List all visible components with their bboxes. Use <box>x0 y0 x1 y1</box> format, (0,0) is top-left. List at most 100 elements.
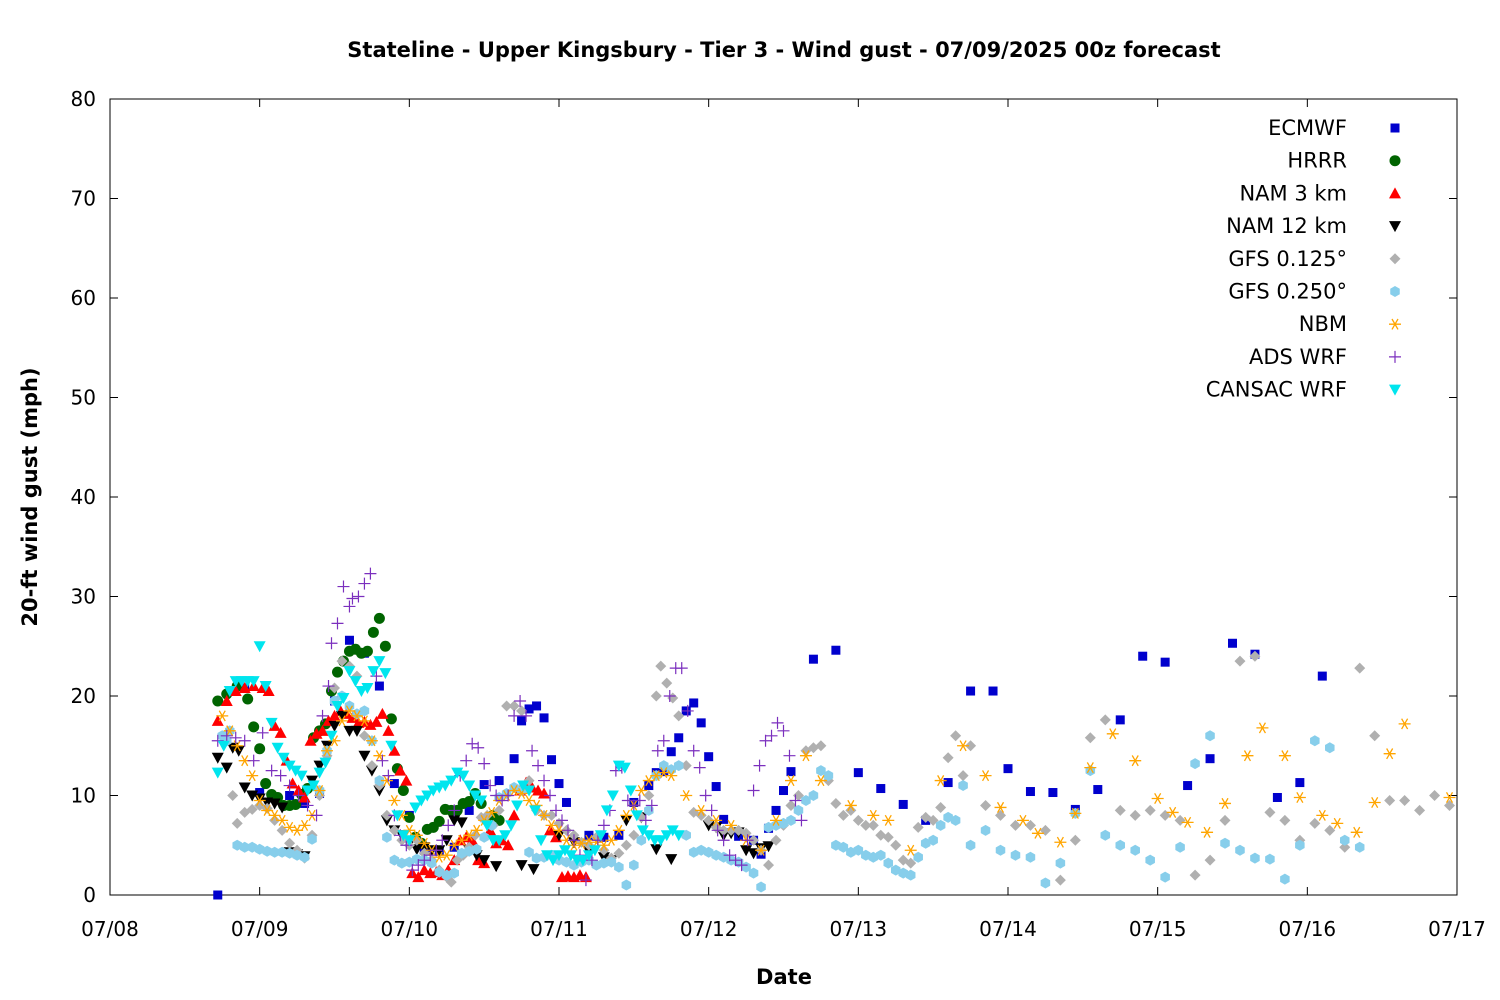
data-point <box>1325 742 1335 754</box>
data-point <box>606 790 619 802</box>
data-point <box>213 890 223 900</box>
data-point <box>246 790 259 802</box>
data-point <box>934 775 947 787</box>
data-point <box>479 831 489 843</box>
data-point <box>248 721 260 733</box>
data-point <box>216 710 229 722</box>
data-point <box>1317 671 1327 681</box>
data-point <box>212 695 224 707</box>
data-point <box>620 809 633 821</box>
data-point <box>624 785 637 797</box>
data-point <box>650 844 663 856</box>
data-point <box>494 776 504 786</box>
data-point <box>508 809 521 821</box>
data-point <box>276 814 289 826</box>
data-point <box>741 861 751 873</box>
data-point <box>845 804 857 816</box>
data-point <box>770 814 783 826</box>
data-point <box>382 769 395 782</box>
data-point <box>485 806 498 818</box>
data-point <box>1048 788 1058 798</box>
data-point <box>1444 799 1456 811</box>
data-point <box>547 855 560 867</box>
data-point <box>620 839 632 851</box>
data-point <box>242 693 254 705</box>
data-point <box>457 770 470 782</box>
data-point <box>412 859 425 872</box>
data-point <box>613 847 625 859</box>
data-point <box>335 710 348 722</box>
x-tick-label: 07/14 <box>979 917 1037 941</box>
data-point <box>753 759 766 772</box>
data-point <box>853 844 864 856</box>
data-point <box>253 794 266 806</box>
data-point <box>943 778 953 788</box>
data-point <box>980 824 991 836</box>
data-point <box>268 809 281 821</box>
data-point <box>313 760 326 772</box>
data-point <box>1106 728 1119 740</box>
data-point <box>815 740 827 752</box>
data-point <box>381 809 393 821</box>
data-point <box>325 730 338 742</box>
data-point <box>490 789 503 802</box>
data-point <box>980 799 992 811</box>
data-point <box>1220 837 1230 849</box>
data-point <box>285 791 295 800</box>
data-point <box>1350 826 1363 838</box>
y-tick-label: 40 <box>71 485 96 509</box>
data-point <box>532 759 545 772</box>
data-point <box>478 757 491 770</box>
data-point <box>538 774 551 787</box>
data-point <box>771 805 781 815</box>
data-point <box>211 752 224 764</box>
data-point <box>247 754 260 767</box>
data-point <box>1129 755 1142 767</box>
legend-marker <box>1389 384 1401 396</box>
data-point <box>1339 834 1350 846</box>
data-point <box>591 834 604 847</box>
data-point <box>544 789 557 802</box>
data-point <box>816 765 826 777</box>
data-point <box>397 830 410 842</box>
x-tick-label: 07/16 <box>1279 917 1337 941</box>
data-point <box>374 775 385 787</box>
data-point <box>1293 791 1306 804</box>
data-point <box>735 859 748 872</box>
data-point <box>385 740 398 752</box>
data-point <box>418 854 431 867</box>
data-point <box>1354 662 1366 674</box>
data-point <box>830 797 842 809</box>
data-point <box>561 856 572 868</box>
data-point <box>814 775 827 787</box>
data-point <box>227 790 239 801</box>
data-point <box>614 830 624 840</box>
data-point <box>950 730 962 742</box>
data-point <box>517 780 530 792</box>
data-point <box>283 760 296 772</box>
data-point <box>430 844 443 857</box>
data-point <box>928 834 938 846</box>
x-tick-label: 07/15 <box>1129 917 1187 941</box>
data-point <box>958 780 968 792</box>
data-point <box>789 794 802 807</box>
data-point <box>254 843 265 855</box>
data-point <box>630 810 643 822</box>
data-point <box>229 685 242 697</box>
data-point <box>505 820 518 832</box>
data-point <box>599 857 609 869</box>
data-point <box>421 790 434 802</box>
data-point <box>755 844 768 856</box>
data-point <box>868 851 879 863</box>
data-point <box>1054 874 1066 886</box>
data-point <box>553 830 565 842</box>
data-point <box>439 780 452 792</box>
data-point <box>935 819 946 831</box>
data-point <box>299 851 310 863</box>
data-point <box>370 670 383 683</box>
data-point <box>994 801 1007 813</box>
data-point <box>1249 650 1261 662</box>
data-point <box>441 869 452 881</box>
data-point <box>643 790 655 801</box>
data-point <box>335 715 348 727</box>
